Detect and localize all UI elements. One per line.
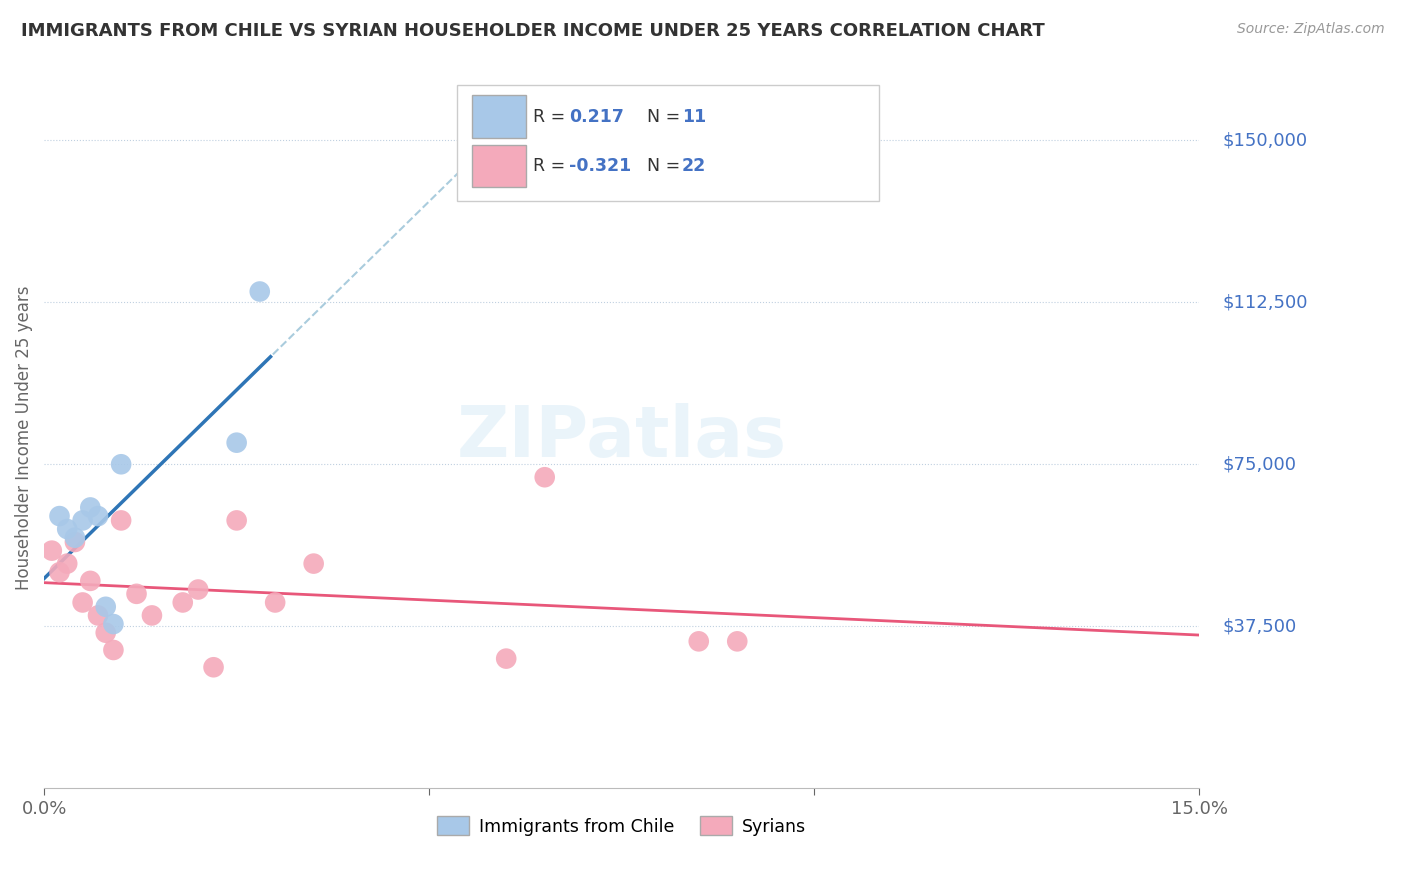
Text: R =: R = [533, 157, 571, 175]
Point [94, 625, 117, 640]
Text: Source: ZipAtlas.com: Source: ZipAtlas.com [1237, 22, 1385, 37]
Point [72, 595, 94, 609]
Point [495, 651, 517, 665]
Point [48, 509, 70, 524]
Legend: Immigrants from Chile, Syrians: Immigrants from Chile, Syrians [430, 810, 813, 843]
Point [125, 587, 148, 601]
Text: R =: R = [533, 108, 571, 126]
Point [56, 522, 79, 536]
Point [79, 574, 101, 588]
Point [63, 535, 86, 549]
Y-axis label: Householder Income Under 25 years: Householder Income Under 25 years [15, 285, 32, 590]
Text: 11: 11 [682, 108, 706, 126]
Text: -0.321: -0.321 [569, 157, 631, 175]
Point [725, 634, 748, 648]
Point [249, 285, 271, 299]
Point [264, 595, 287, 609]
Point [688, 634, 710, 648]
Point [63, 531, 86, 545]
Point [187, 582, 209, 597]
Point [79, 500, 101, 515]
Point [94, 599, 117, 614]
Point [103, 617, 125, 632]
Text: $150,000: $150,000 [1222, 131, 1308, 149]
Text: N =: N = [647, 108, 686, 126]
Point [48, 566, 70, 580]
Text: 22: 22 [682, 157, 706, 175]
Point [87, 608, 110, 623]
Point [72, 513, 94, 527]
Text: $75,000: $75,000 [1222, 455, 1296, 474]
Point [533, 470, 555, 484]
Text: $37,500: $37,500 [1222, 617, 1296, 635]
Text: $112,500: $112,500 [1222, 293, 1308, 311]
Point [103, 643, 125, 657]
Text: IMMIGRANTS FROM CHILE VS SYRIAN HOUSEHOLDER INCOME UNDER 25 YEARS CORRELATION CH: IMMIGRANTS FROM CHILE VS SYRIAN HOUSEHOL… [21, 22, 1045, 40]
Point [110, 513, 132, 527]
Point [56, 557, 79, 571]
Text: 0.217: 0.217 [569, 108, 624, 126]
Point [41, 543, 63, 558]
Point [87, 509, 110, 524]
Point [302, 557, 325, 571]
Text: ZIPatlas: ZIPatlas [457, 403, 787, 472]
Point [141, 608, 163, 623]
Point [110, 457, 132, 471]
Point [172, 595, 194, 609]
Point [225, 435, 247, 450]
Text: N =: N = [647, 157, 686, 175]
Point [225, 513, 247, 527]
Point [202, 660, 225, 674]
